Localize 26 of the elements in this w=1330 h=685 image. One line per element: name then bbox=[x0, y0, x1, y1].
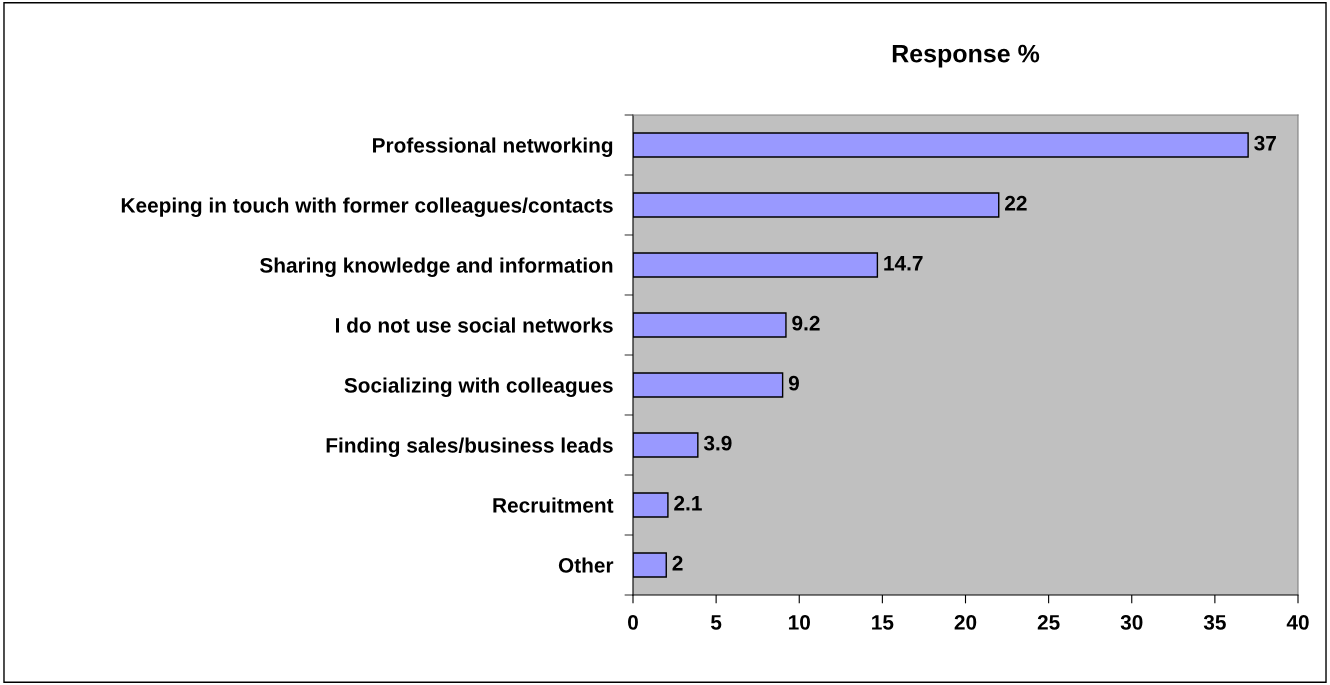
x-tick-label: 10 bbox=[788, 614, 810, 630]
data-label: 9 bbox=[788, 375, 799, 391]
data-label: 2 bbox=[672, 555, 683, 571]
data-label: 9.2 bbox=[792, 315, 820, 331]
chart-title: Response % bbox=[892, 44, 1040, 68]
x-tick-label: 35 bbox=[1203, 614, 1226, 630]
y-tick-label: Socializing with colleagues bbox=[344, 377, 613, 397]
data-label: 2.1 bbox=[674, 495, 702, 511]
data-label: 22 bbox=[1005, 195, 1027, 211]
x-tick-label: 20 bbox=[954, 614, 977, 630]
x-tick-label: 5 bbox=[710, 615, 722, 630]
y-tick-label: Keeping in touch with former colleagues/contacts bbox=[121, 197, 613, 217]
y-tick-label: Recruitment bbox=[493, 497, 614, 513]
data-label: 37 bbox=[1254, 135, 1276, 151]
x-tick-label: 0 bbox=[628, 614, 638, 630]
x-tick-label: 40 bbox=[1286, 614, 1309, 630]
y-tick-label: Other bbox=[558, 557, 614, 573]
data-label: 3.9 bbox=[703, 435, 732, 451]
y-tick-label: I do not use social networks bbox=[335, 317, 613, 333]
x-tick-label: 15 bbox=[872, 615, 894, 630]
y-tick-label: Finding sales/business leads bbox=[326, 437, 613, 457]
y-tick-label: Professional networking bbox=[373, 137, 613, 157]
y-tick-label: Sharing knowledge and information bbox=[259, 257, 613, 277]
x-tick-label: 30 bbox=[1120, 614, 1143, 630]
x-tick-label: 25 bbox=[1037, 614, 1060, 630]
data-label: 14.7 bbox=[884, 256, 923, 271]
